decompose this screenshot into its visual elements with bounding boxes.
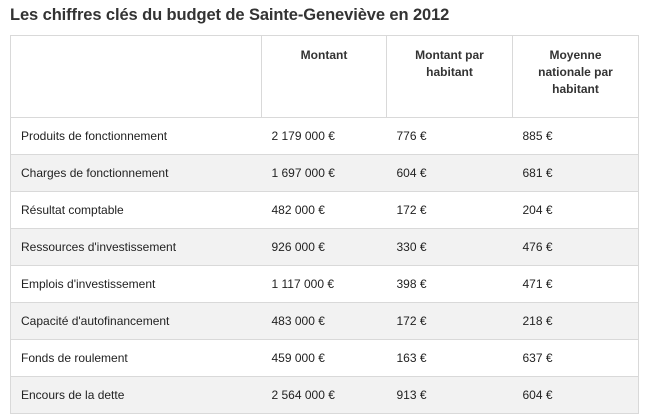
header-label [10, 35, 262, 118]
row-montant: 459 000 € [261, 339, 387, 377]
table-row: Résultat comptable 482 000 € 172 € 204 € [10, 191, 639, 229]
row-par-habitant: 776 € [386, 117, 513, 155]
table-row: Encours de la dette 2 564 000 € 913 € 60… [10, 376, 639, 414]
row-moyenne: 204 € [512, 191, 639, 229]
table-row: Charges de fonctionnement 1 697 000 € 60… [10, 154, 639, 192]
row-label: Ressources d'investissement [10, 228, 262, 266]
page-title: Les chiffres clés du budget de Sainte-Ge… [10, 6, 450, 24]
row-montant: 2 564 000 € [261, 376, 387, 414]
header-montant: Montant [261, 35, 387, 118]
row-moyenne: 637 € [512, 339, 639, 377]
row-montant: 1 697 000 € [261, 154, 387, 192]
row-label: Fonds de roulement [10, 339, 262, 377]
header-montant-par-habitant: Montant par habitant [386, 35, 513, 118]
row-moyenne: 476 € [512, 228, 639, 266]
row-montant: 483 000 € [261, 302, 387, 340]
row-moyenne: 218 € [512, 302, 639, 340]
row-par-habitant: 398 € [386, 265, 513, 303]
table-row: Capacité d'autofinancement 483 000 € 172… [10, 302, 639, 340]
row-par-habitant: 172 € [386, 191, 513, 229]
header-row: Montant Montant par habitant Moyenne nat… [10, 35, 639, 118]
row-montant: 2 179 000 € [261, 117, 387, 155]
row-montant: 926 000 € [261, 228, 387, 266]
row-par-habitant: 163 € [386, 339, 513, 377]
row-moyenne: 681 € [512, 154, 639, 192]
header-moyenne-nationale: Moyenne nationale par habitant [512, 35, 639, 118]
row-label: Capacité d'autofinancement [10, 302, 262, 340]
row-label: Charges de fonctionnement [10, 154, 262, 192]
row-moyenne: 604 € [512, 376, 639, 414]
row-moyenne: 885 € [512, 117, 639, 155]
table-row: Emplois d'investissement 1 117 000 € 398… [10, 265, 639, 303]
row-par-habitant: 913 € [386, 376, 513, 414]
row-montant: 1 117 000 € [261, 265, 387, 303]
row-label: Résultat comptable [10, 191, 262, 229]
table-row: Produits de fonctionnement 2 179 000 € 7… [10, 117, 639, 155]
table-row: Ressources d'investissement 926 000 € 33… [10, 228, 639, 266]
row-label: Encours de la dette [10, 376, 262, 414]
table-body: Produits de fonctionnement 2 179 000 € 7… [10, 117, 639, 414]
row-par-habitant: 330 € [386, 228, 513, 266]
row-label: Emplois d'investissement [10, 265, 262, 303]
budget-table: Montant Montant par habitant Moyenne nat… [10, 35, 639, 414]
row-par-habitant: 172 € [386, 302, 513, 340]
row-label: Produits de fonctionnement [10, 117, 262, 155]
row-par-habitant: 604 € [386, 154, 513, 192]
row-moyenne: 471 € [512, 265, 639, 303]
row-montant: 482 000 € [261, 191, 387, 229]
table-row: Fonds de roulement 459 000 € 163 € 637 € [10, 339, 639, 377]
table-header: Montant Montant par habitant Moyenne nat… [10, 35, 639, 118]
